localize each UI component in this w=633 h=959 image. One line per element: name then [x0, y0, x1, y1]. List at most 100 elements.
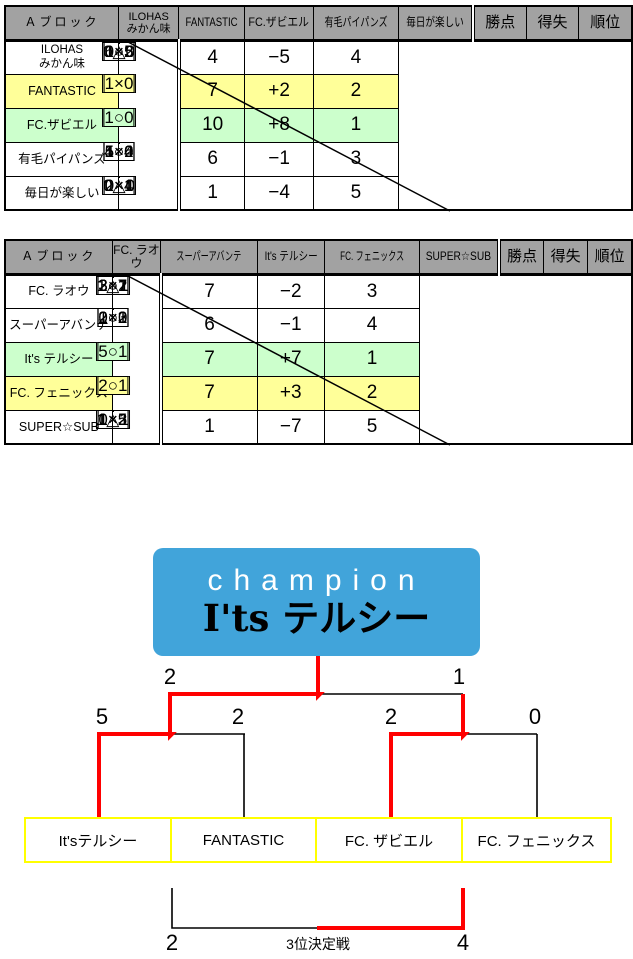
rank-cell: 3 [323, 273, 421, 309]
final-score-left: 2 [163, 664, 177, 689]
semifinal2-score-right: 0 [528, 704, 542, 729]
team-name-cell: 毎日が楽しい [4, 175, 119, 211]
table1-header-team-5: 毎日が楽しい [397, 5, 474, 42]
semifinal1-score-left: 5 [95, 704, 109, 729]
semifinal1-score-right: 2 [231, 704, 245, 729]
result-cell [118, 176, 120, 178]
table1-row-xavier: FC.ザビエル 5○1 3△3 4○1 1○0 10 +8 1 [4, 107, 632, 143]
rank-cell: 5 [312, 175, 399, 211]
points-cell: 7 [176, 73, 246, 109]
block-a-league-table-1: Ａブロック ILOHAS みかん味 FANTASTIC FC.ザビエル 有毛パイ… [4, 5, 633, 211]
table1-header-team-4: 有毛パイパンズ [312, 5, 399, 42]
table1-row-mainichi: 毎日が楽しい 0△0 0×1 0×1 2×4 1 −4 5 [4, 175, 632, 211]
table1-header-team-2: FANTASTIC [178, 5, 246, 42]
champion-box: champion I'ts テルシー [153, 548, 480, 656]
goal-diff-cell: −2 [256, 273, 325, 309]
table2-header-team-5: SUPER☆SUB [419, 239, 500, 276]
table1-header-team-3: FC.ザビエル [244, 5, 314, 42]
points-cell: 1 [176, 175, 246, 211]
table2-header-team-1: FC. ラオウ [111, 239, 162, 276]
team-name-cell: スーパーアバンテ [4, 307, 113, 343]
points-cell: 7 [158, 375, 258, 411]
goal-diff-cell: +3 [256, 375, 325, 411]
points-cell: 1 [158, 409, 258, 445]
table2-row-supersub: SUPER☆SUB 1△1 0×2 1×5 1×2 1 −7 5 [4, 409, 632, 445]
result-cell: 1○0 [103, 108, 135, 127]
champion-team-name: I'ts テルシー [202, 596, 431, 641]
result-cell: 4○2 [103, 142, 135, 161]
points-cell: 7 [158, 273, 258, 309]
table2-header-points: 勝点 [496, 239, 545, 276]
bracket-team-tercy: It'sテルシー [24, 817, 172, 863]
rank-cell: 2 [323, 375, 421, 411]
bracket-team-xavier: FC. ザビエル [315, 817, 463, 863]
team-name-cell: FC. フェニックス [4, 375, 113, 411]
goal-diff-cell: −7 [256, 409, 325, 445]
points-cell: 4 [176, 39, 246, 75]
points-cell: 6 [158, 307, 258, 343]
table2-header-row: Ａブロック FC. ラオウ スーパーアバンテ It's テルシー FC. フェニ… [4, 239, 633, 276]
goal-diff-cell: −5 [244, 39, 314, 75]
result-cell [111, 410, 114, 412]
table1-header-points: 勝点 [470, 5, 527, 42]
table2-row-phoenix: FC. フェニックス 2×3 3○0 1△1 2○1 7 +3 2 [4, 375, 632, 411]
team-name-cell: ILOHAS みかん味 [4, 39, 119, 75]
points-cell: 7 [158, 341, 258, 377]
third-place-label: 3位決定戦 [286, 936, 350, 952]
bracket-team-fantastic: FANTASTIC [170, 817, 317, 863]
tournament-bracket: champion I'ts テルシー 2 1 5 2 2 0 It'sテルシー … [0, 540, 633, 959]
rank-cell: 2 [312, 73, 399, 109]
table2-row-avante: スーパーアバンテ 1×2 2○1 0×3 2○0 6 −1 4 [4, 307, 632, 343]
table2-header-team-3: It's テルシー [256, 239, 325, 276]
table2-row-tercy: It's テルシー 7○3 1×2 1△1 5○1 7 +7 1 [4, 341, 632, 377]
result-cell: 2×4 [103, 176, 135, 195]
result-cell: 5○1 [97, 342, 129, 361]
goal-diff-cell: +8 [244, 107, 314, 143]
goal-diff-cell: −1 [244, 141, 314, 177]
rank-cell: 3 [312, 141, 399, 177]
team-name-cell: FC. ラオウ [4, 273, 113, 309]
table1-row-fantastic: FANTASTIC 2○0 3△3 0×1 1×0 7 +2 2 [4, 73, 632, 109]
team-name-cell: FC.ザビエル [4, 107, 119, 143]
goal-diff-cell: −4 [244, 175, 314, 211]
table2-row-raou: FC. ラオウ 2○1 3×7 3○2 1△1 7 −2 3 [4, 273, 632, 309]
result-cell: 1×2 [97, 410, 129, 429]
points-cell: 6 [176, 141, 246, 177]
table2-header-block: Ａブロック [4, 239, 113, 276]
table1-header-rank: 順位 [578, 5, 633, 42]
goal-diff-cell: −1 [256, 307, 325, 343]
table1-header-team-1: ILOHAS みかん味 [117, 5, 180, 42]
result-cell: 0△0 [102, 41, 136, 61]
table2-header-diff: 得失 [543, 239, 589, 276]
points-cell: 10 [176, 107, 246, 143]
block-a-league-table-2: Ａブロック FC. ラオウ スーパーアバンテ It's テルシー FC. フェニ… [4, 239, 633, 445]
table2-header-team-2: スーパーアバンテ [160, 239, 258, 276]
rank-cell: 1 [323, 341, 421, 377]
result-cell: 1△1 [95, 275, 130, 295]
table1-row-arige: 有毛パイパンズ 5×6 1○0 1×4 4○2 6 −1 3 [4, 141, 632, 177]
final-score-right: 1 [452, 664, 466, 689]
table2-header-team-4: FC. フェニックス [323, 239, 421, 276]
result-cell: 2○0 [97, 308, 129, 327]
third-place-score-right: 4 [456, 930, 470, 955]
rank-cell: 1 [312, 107, 399, 143]
third-place-score-left: 2 [165, 930, 179, 955]
semifinal2-score-left: 2 [384, 704, 398, 729]
rank-cell: 4 [312, 39, 399, 75]
result-cell: 1×0 [103, 74, 135, 93]
table1-row-ilohas: ILOHAS みかん味 0×2 1×5 6○5 0△0 4 −5 4 [4, 39, 632, 75]
goal-diff-cell: +2 [244, 73, 314, 109]
table1-header-diff: 得失 [525, 5, 580, 42]
champion-label: champion [207, 564, 426, 598]
goal-diff-cell: +7 [256, 341, 325, 377]
result-cell: 2○1 [97, 376, 129, 395]
table1-header-row: Ａブロック ILOHAS みかん味 FANTASTIC FC.ザビエル 有毛パイ… [4, 5, 633, 42]
rank-cell: 5 [323, 409, 421, 445]
team-name-cell: SUPER☆SUB [4, 409, 113, 445]
table1-header-block: Ａブロック [4, 5, 119, 42]
team-name-cell: It's テルシー [4, 341, 113, 377]
rank-cell: 4 [323, 307, 421, 343]
team-name-cell: 有毛パイパンズ [4, 141, 119, 177]
bracket-team-phoenix: FC. フェニックス [461, 817, 612, 863]
